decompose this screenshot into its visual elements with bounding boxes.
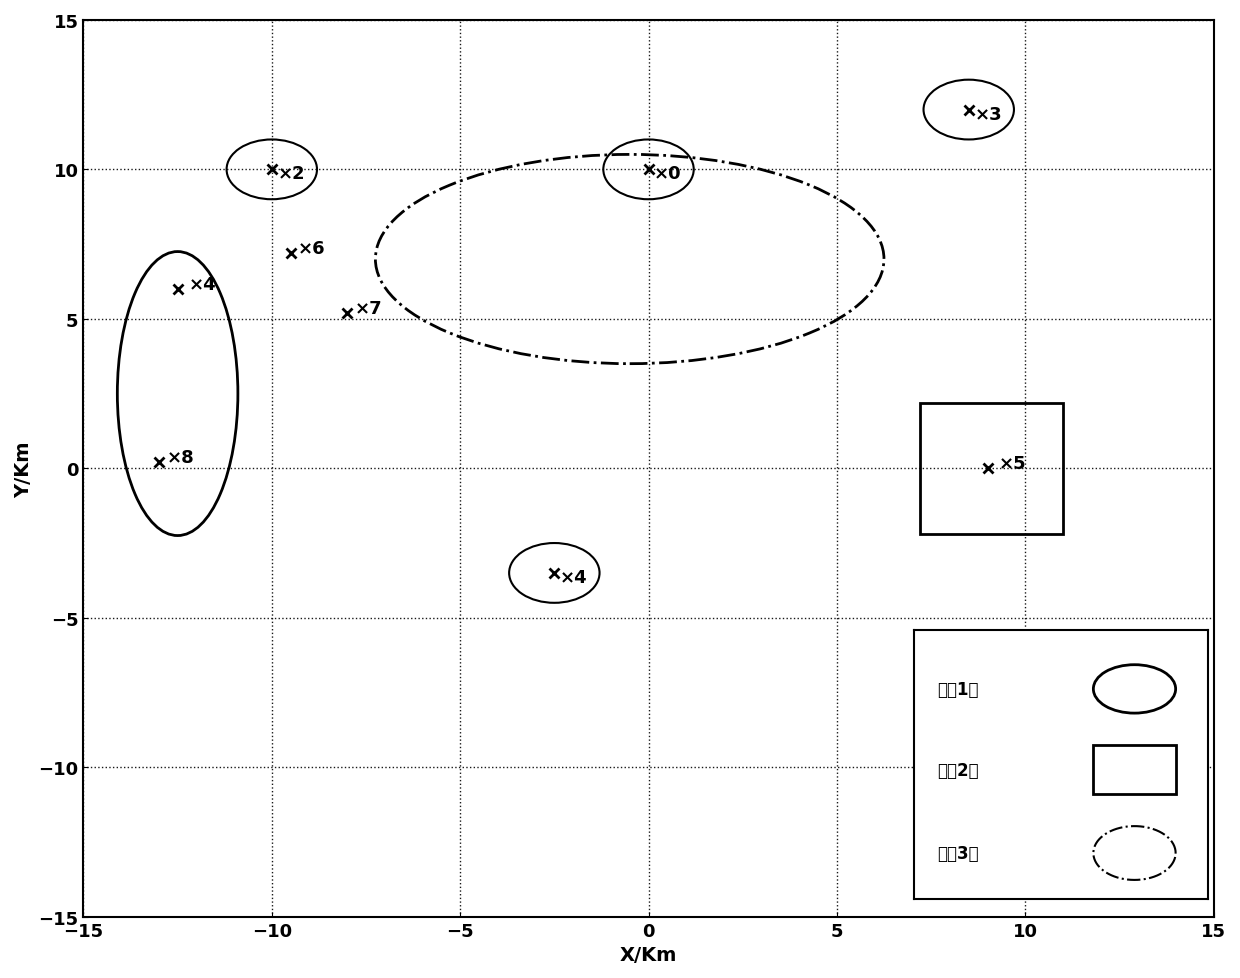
Text: ×0: ×0 xyxy=(655,165,682,183)
Text: ×3: ×3 xyxy=(975,106,1002,123)
X-axis label: X/Km: X/Km xyxy=(620,945,677,964)
Text: ×4: ×4 xyxy=(188,276,217,293)
Y-axis label: Y/Km: Y/Km xyxy=(14,441,33,497)
Text: ×4: ×4 xyxy=(560,568,588,586)
Text: ×2: ×2 xyxy=(278,165,305,183)
Text: ×7: ×7 xyxy=(355,299,382,318)
Bar xyxy=(920,403,1063,535)
Text: ×6: ×6 xyxy=(298,240,326,258)
Text: ×8: ×8 xyxy=(166,449,195,467)
Text: ×5: ×5 xyxy=(999,455,1027,472)
